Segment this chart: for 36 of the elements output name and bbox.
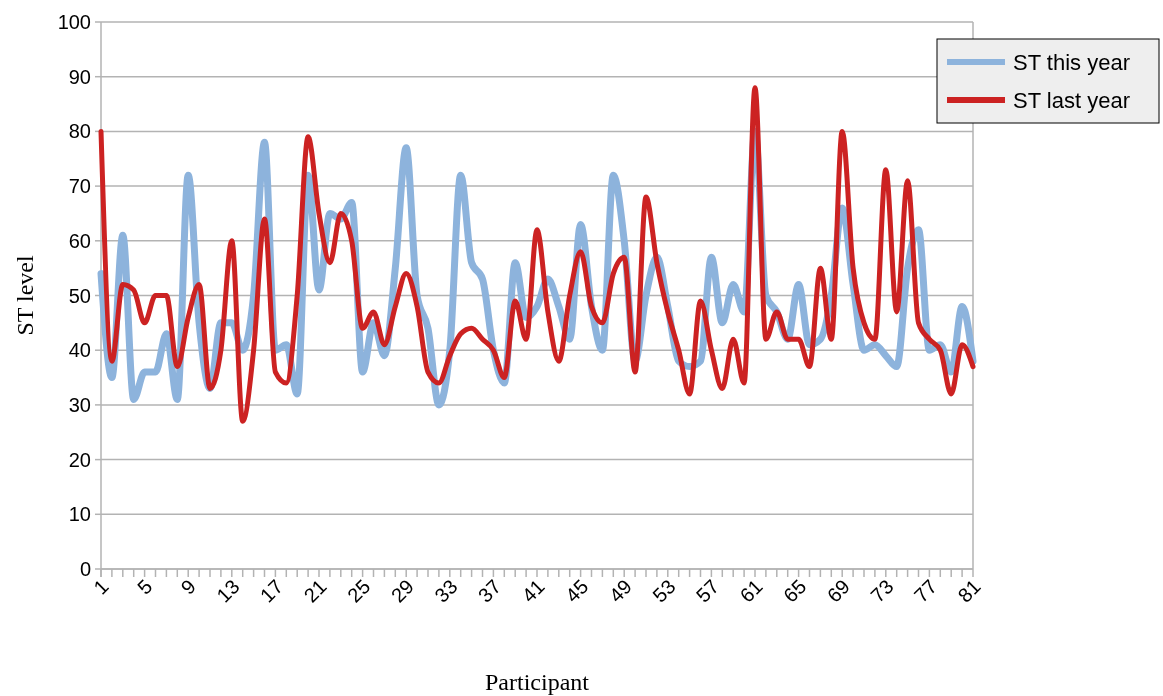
y-tick-label: 0 — [79, 558, 91, 580]
x-tick-label: 1 — [89, 575, 113, 599]
legend-label: ST last year — [1013, 87, 1130, 113]
x-tick-label: 65 — [779, 575, 811, 607]
x-tick-label: 81 — [953, 575, 985, 607]
x-tick-label: 13 — [212, 575, 244, 607]
y-tick-label: 80 — [68, 120, 91, 143]
legend-label: ST this year — [1013, 49, 1130, 75]
y-tick-label: 60 — [68, 229, 91, 252]
y-tick-label: 70 — [68, 175, 91, 198]
y-tick-label: 40 — [68, 339, 91, 362]
x-axis-title: Participant — [485, 669, 590, 695]
x-tick-label: 73 — [866, 575, 898, 607]
x-tick-label: 57 — [691, 575, 724, 607]
y-tick-label: 20 — [68, 448, 91, 471]
y-tick-label: 30 — [68, 393, 91, 416]
x-tick-label: 25 — [343, 575, 375, 607]
x-tick-label: 29 — [386, 575, 418, 607]
x-tick-label: 37 — [473, 575, 506, 607]
x-tick-label: 21 — [299, 575, 331, 607]
x-tick-label: 9 — [176, 575, 200, 599]
y-tick-label: 50 — [68, 284, 91, 307]
y-tick-label: 100 — [57, 11, 91, 33]
x-tick-label: 61 — [735, 575, 767, 607]
x-tick-label: 77 — [909, 575, 942, 607]
x-tick-label: 5 — [132, 575, 157, 599]
x-tick-label: 49 — [604, 575, 636, 607]
x-tick-label: 17 — [255, 575, 288, 607]
y-tick-label: 10 — [68, 503, 91, 526]
x-tick-label: 45 — [561, 575, 593, 607]
x-tick-label: 69 — [822, 575, 854, 607]
y-tick-label: 90 — [68, 65, 91, 88]
x-tick-label: 53 — [648, 575, 680, 607]
x-tick-label: 33 — [430, 575, 462, 607]
x-tick-label: 41 — [517, 575, 549, 607]
y-axis-title: ST level — [12, 255, 38, 336]
